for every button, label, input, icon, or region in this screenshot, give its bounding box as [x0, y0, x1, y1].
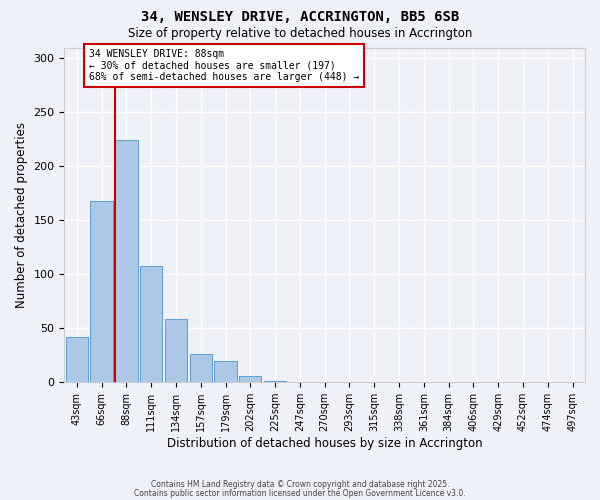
- Bar: [65, 337, 88, 382]
- Bar: [115, 140, 137, 382]
- Bar: [239, 376, 262, 382]
- Bar: [214, 360, 236, 382]
- Bar: [165, 318, 187, 382]
- Text: Contains HM Land Registry data © Crown copyright and database right 2025.: Contains HM Land Registry data © Crown c…: [151, 480, 449, 489]
- X-axis label: Distribution of detached houses by size in Accrington: Distribution of detached houses by size …: [167, 437, 482, 450]
- Bar: [264, 381, 286, 382]
- Text: 34, WENSLEY DRIVE, ACCRINGTON, BB5 6SB: 34, WENSLEY DRIVE, ACCRINGTON, BB5 6SB: [141, 10, 459, 24]
- Bar: [140, 266, 163, 382]
- Bar: [190, 354, 212, 382]
- Text: Contains public sector information licensed under the Open Government Licence v3: Contains public sector information licen…: [134, 490, 466, 498]
- Bar: [91, 201, 113, 382]
- Y-axis label: Number of detached properties: Number of detached properties: [15, 122, 28, 308]
- Text: 34 WENSLEY DRIVE: 88sqm
← 30% of detached houses are smaller (197)
68% of semi-d: 34 WENSLEY DRIVE: 88sqm ← 30% of detache…: [89, 49, 359, 82]
- Text: Size of property relative to detached houses in Accrington: Size of property relative to detached ho…: [128, 28, 472, 40]
